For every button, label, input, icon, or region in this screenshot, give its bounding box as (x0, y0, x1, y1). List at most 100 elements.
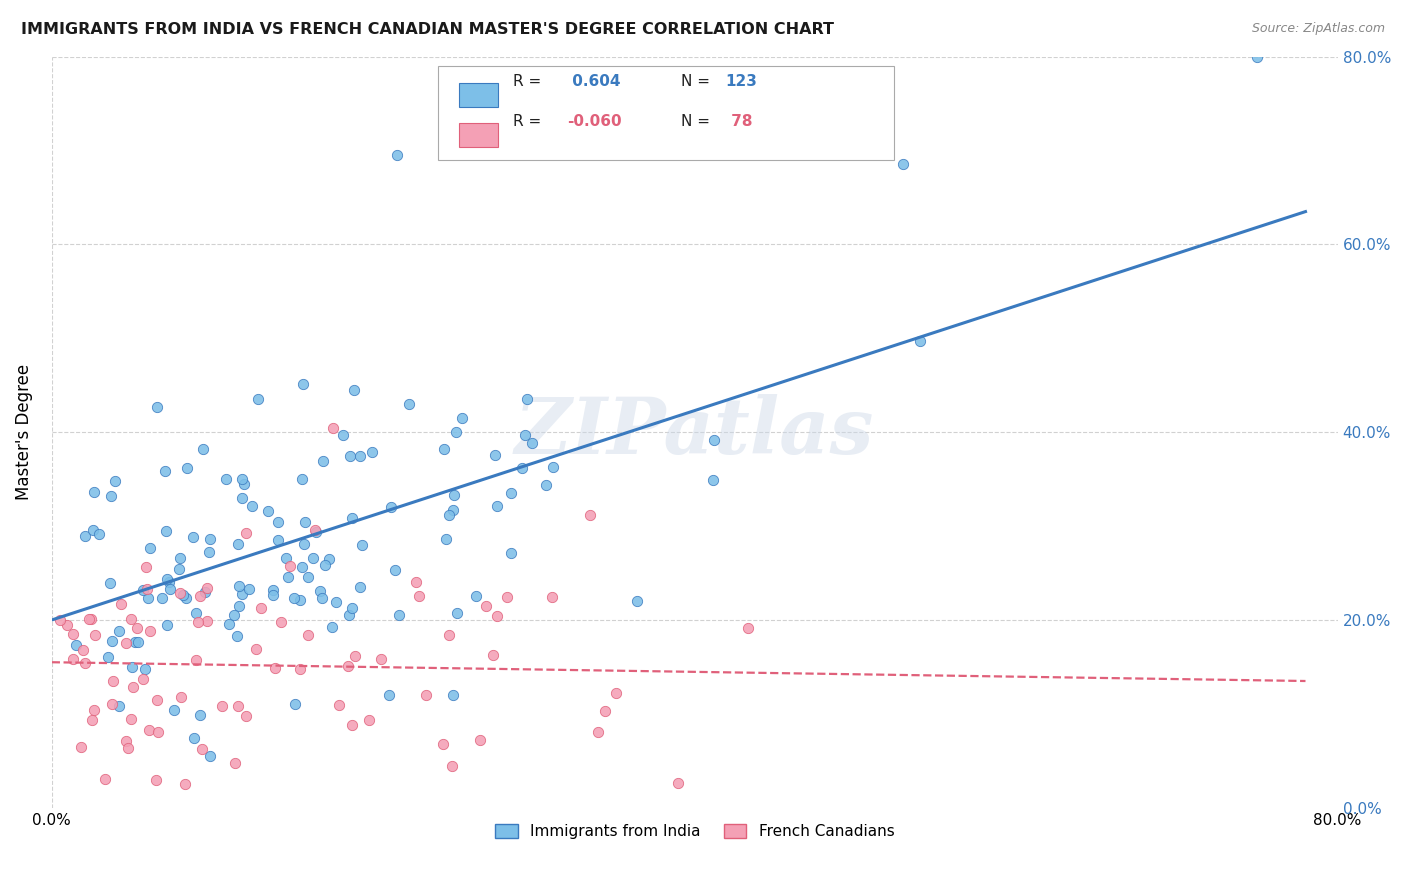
Point (156, 572, 179, 586)
Point (593, 704, 616, 718)
Point (238, 582, 260, 597)
Point (155, 524, 177, 539)
Point (322, 420, 344, 434)
Point (163, 703, 186, 717)
Point (267, 515, 290, 529)
Point (83, 703, 105, 717)
Point (290, 472, 312, 486)
Point (157, 575, 180, 590)
Point (437, 628, 460, 642)
Point (82, 524, 104, 538)
Point (344, 648, 367, 663)
Point (444, 425, 467, 440)
Point (501, 486, 523, 500)
Point (169, 550, 191, 565)
FancyBboxPatch shape (460, 83, 498, 106)
Point (224, 756, 246, 770)
Point (80, 612, 103, 626)
Point (132, 583, 155, 598)
Point (145, 772, 167, 787)
Point (297, 627, 319, 641)
Y-axis label: Master's Degree: Master's Degree (15, 364, 32, 500)
Point (288, 662, 311, 676)
Point (370, 651, 392, 665)
Point (184, 653, 207, 667)
FancyBboxPatch shape (460, 123, 498, 147)
Point (405, 575, 427, 590)
Point (153, 464, 176, 478)
Point (169, 690, 191, 704)
Point (228, 599, 250, 613)
Point (291, 560, 314, 574)
Point (256, 504, 278, 518)
Point (120, 712, 142, 726)
Point (284, 697, 307, 711)
Point (297, 570, 319, 584)
Point (305, 524, 328, 539)
Point (321, 620, 343, 634)
Point (200, 532, 222, 546)
Point (169, 586, 191, 600)
Text: 123: 123 (725, 74, 758, 89)
Point (343, 383, 366, 397)
Point (499, 546, 522, 560)
Point (908, 334, 931, 348)
Point (294, 515, 316, 529)
Point (181, 531, 204, 545)
Point (325, 594, 347, 608)
Point (231, 472, 253, 486)
Point (127, 635, 149, 649)
Text: IMMIGRANTS FROM INDIA VS FRENCH CANADIAN MASTER'S DEGREE CORRELATION CHART: IMMIGRANTS FROM INDIA VS FRENCH CANADIAN… (21, 22, 834, 37)
Point (139, 624, 162, 639)
Point (195, 614, 218, 628)
Point (100, 576, 122, 591)
Point (135, 560, 157, 574)
Point (186, 606, 208, 620)
Point (267, 533, 290, 548)
Point (485, 608, 508, 623)
Point (240, 499, 263, 513)
Point (484, 448, 506, 462)
Point (482, 648, 505, 663)
Point (388, 608, 411, 623)
Point (215, 472, 238, 486)
Point (666, 776, 689, 790)
Point (434, 532, 457, 546)
Point (250, 601, 273, 615)
Point (702, 473, 724, 487)
Point (474, 599, 496, 614)
Point (190, 589, 212, 603)
Point (80, 713, 103, 727)
Point (446, 606, 468, 620)
Point (84, 628, 107, 642)
Point (314, 558, 336, 573)
Point (309, 583, 332, 598)
Point (292, 536, 315, 550)
Point (135, 582, 157, 596)
Point (262, 588, 284, 602)
Point (350, 538, 373, 552)
Point (187, 615, 209, 629)
Point (337, 659, 360, 673)
Point (235, 708, 257, 723)
Point (114, 636, 136, 650)
Point (94, 772, 117, 786)
Point (432, 442, 454, 456)
Text: R =: R = (513, 74, 541, 89)
Point (218, 616, 240, 631)
Point (541, 459, 564, 474)
Point (283, 591, 305, 606)
Point (70, 740, 93, 755)
Point (349, 449, 371, 463)
Point (136, 591, 159, 605)
Point (534, 477, 557, 491)
Point (188, 708, 211, 723)
Point (228, 698, 250, 713)
Point (122, 680, 145, 694)
Point (56, 617, 79, 632)
Point (167, 562, 190, 576)
Point (72, 642, 94, 657)
Point (340, 511, 363, 525)
Point (79, 612, 101, 626)
Point (226, 537, 249, 551)
